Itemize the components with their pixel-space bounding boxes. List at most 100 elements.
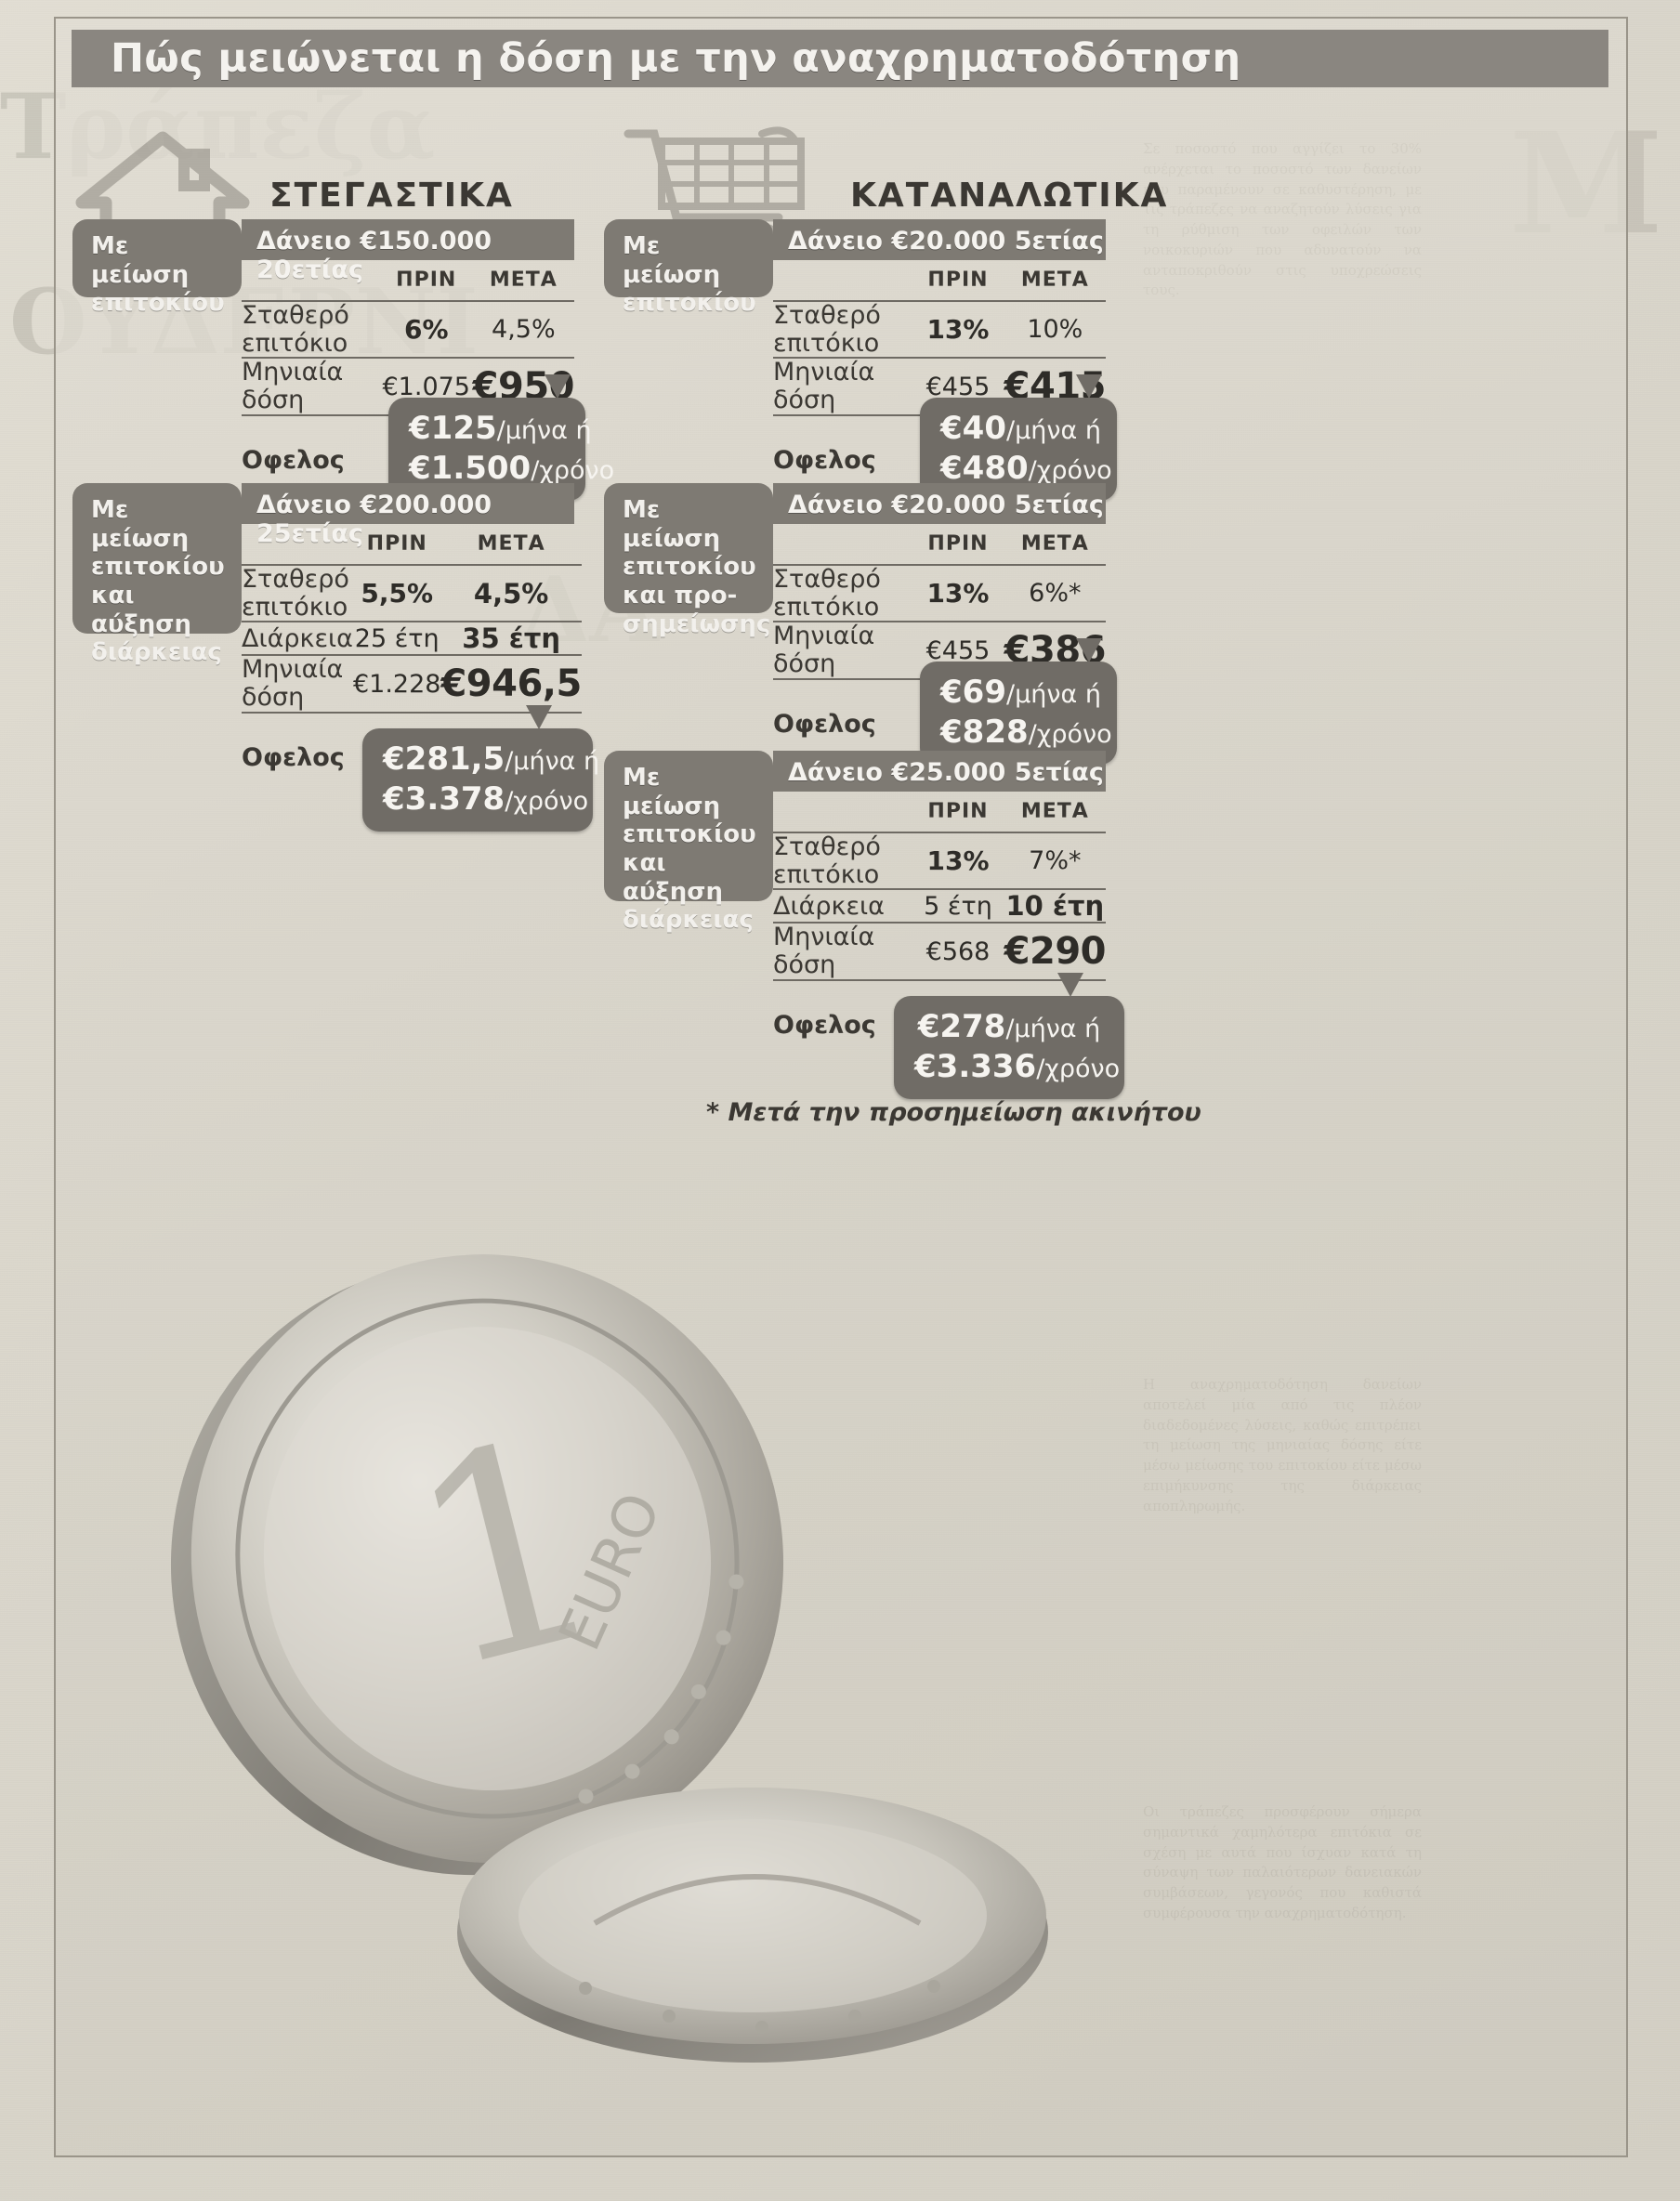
row-before-1-0: 5,5% — [361, 578, 434, 609]
table-row: Σταθερό επιτόκιο 13% 6%* — [773, 566, 1106, 622]
loan-header-2: Δάνειο €20.000 5ετίας — [773, 219, 1106, 260]
benefit-amount-2-1: €40 — [940, 410, 1006, 447]
col-head-after-3: ΜΕΤΑ — [1020, 532, 1089, 556]
infographic-panel: 1 EURO — [54, 17, 1628, 2157]
benefit-amount-3-1: €69 — [940, 674, 1006, 711]
loan-table-3: Δάνειο €20.000 5ετίας ΠΡΙΝ ΜΕΤΑ Σταθερό … — [773, 483, 1106, 769]
loan-header-4: Δάνειο €25.000 5ετίας — [773, 751, 1106, 792]
row-label-0-0: Σταθερό επιτόκιο — [242, 301, 349, 358]
table-row: Μηνιαία δόση €568 €290 — [773, 924, 1106, 979]
table-header-row-1: ΠΡΙΝ ΜΕΤΑ — [242, 524, 582, 565]
benefit-amount-1-1: €281,5 — [383, 740, 505, 778]
loan-table-1: Δάνειο €200.000 25ετίας ΠΡΙΝ ΜΕΤΑ Σταθερ… — [242, 483, 582, 803]
table-row: Σταθερό επιτόκιο 13% 10% — [773, 302, 1106, 358]
row-before-1-1: 25 έτη — [354, 623, 440, 653]
row-label-3-1: Μηνιαία δόση — [773, 622, 875, 679]
benefit-amount-0-1: €125 — [409, 410, 497, 447]
infographic-title-bar: Πώς μειώνεται η δόση με την αναχρηματοδό… — [72, 30, 1608, 87]
col-head-before-3: ΠΡΙΝ — [927, 532, 989, 556]
block-tag-3: Με μείωση επιτοκίου και προ- σημείωσης — [604, 483, 773, 638]
row-label-0-1: Μηνιαία δόση — [242, 358, 344, 415]
row-before-3-1: €455 — [925, 635, 991, 665]
loan-table-0: Δάνειο €150.000 20ετίας ΠΡΙΝ ΜΕΤΑ Σταθερ… — [242, 219, 574, 505]
benefit-unit-2-2: /χρόνο — [1028, 455, 1112, 485]
bubble-tail-4 — [1057, 973, 1083, 997]
table-header-row-4: ΠΡΙΝ ΜΕΤΑ — [773, 792, 1106, 832]
table-row: Σταθερό επιτόκιο 13% 7%* — [773, 833, 1106, 889]
row-label-3-0: Σταθερό επιτόκιο — [773, 565, 881, 622]
footnote: * Μετά την προσημείωση ακινήτου — [706, 1098, 1201, 1127]
row-label-1-2: Μηνιαία δόση — [242, 655, 344, 713]
row-label-4-0: Σταθερό επιτόκιο — [773, 832, 881, 889]
table-header-row-3: ΠΡΙΝ ΜΕΤΑ — [773, 524, 1106, 565]
benefit-amount-0-2: €1.500 — [409, 449, 532, 487]
table-header-row-2: ΠΡΙΝ ΜΕΤΑ — [773, 260, 1106, 301]
benefit-unit-3-1: /μήνα ή — [1005, 680, 1101, 709]
col-head-before-1: ΠΡΙΝ — [366, 532, 427, 556]
page-title: Πώς μειώνεται η δόση με την αναχρηματοδό… — [111, 35, 1241, 82]
block-tag-0: Με μείωση επιτοκίου — [72, 219, 242, 317]
benefit-amount-4-2: €3.336 — [914, 1047, 1037, 1085]
col-head-after-4: ΜΕΤΑ — [1020, 800, 1089, 823]
section-heading-consumer: ΚΑΤΑΝΑΛΩΤΙΚΑ — [850, 177, 1169, 215]
benefit-bubble-3: €69/μήνα ή €828/χρόνο — [920, 638, 1117, 765]
benefit-unit-1-1: /μήνα ή — [505, 747, 600, 776]
benefit-unit-4-1: /μήνα ή — [1005, 1015, 1101, 1043]
col-head-before-4: ΠΡΙΝ — [927, 800, 989, 823]
bubble-tail-2 — [1076, 374, 1102, 399]
row-label-4-1: Διάρκεια — [773, 891, 885, 921]
loan-header-3: Δάνειο €20.000 5ετίας — [773, 483, 1106, 524]
benefit-unit-2-1: /μήνα ή — [1005, 416, 1101, 445]
bubble-tail-1 — [526, 705, 552, 729]
table-header-row-0: ΠΡΙΝ ΜΕΤΑ — [242, 260, 574, 301]
row-label-1-1: Διάρκεια — [242, 623, 353, 653]
benefit-row: Οφελος — [773, 981, 1106, 1070]
benefit-label-2: Οφελος — [773, 446, 876, 476]
table-row: Σταθερό επιτόκιο 6% 4,5% — [242, 302, 574, 358]
loan-header-1: Δάνειο €200.000 25ετίας — [242, 483, 574, 548]
table-row: Διάρκεια 5 έτη 10 έτη — [773, 890, 1106, 923]
loan-header-0: Δάνειο €150.000 20ετίας — [242, 219, 574, 284]
benefit-unit-1-2: /χρόνο — [505, 786, 589, 816]
row-before-4-1: 5 έτη — [924, 891, 992, 921]
section-heading-housing: ΣΤΕΓΑΣΤΙΚΑ — [269, 177, 514, 215]
benefit-label-0: Οφελος — [242, 446, 345, 476]
col-head-after-2: ΜΕΤΑ — [1020, 269, 1089, 292]
benefit-label-3: Οφελος — [773, 710, 876, 740]
row-after-3-0: 6%* — [1029, 579, 1082, 609]
bubble-tail-0 — [545, 374, 571, 399]
benefit-unit-4-2: /χρόνο — [1036, 1054, 1121, 1083]
table-row: Διάρκεια 25 έτη 35 έτη — [242, 622, 582, 655]
row-after-2-0: 10% — [1027, 315, 1083, 345]
benefit-bubble-4: €278/μήνα ή €3.336/χρόνο — [894, 973, 1124, 1099]
comparison-table-4: ΠΡΙΝ ΜΕΤΑ Σταθερό επιτόκιο 13% 7%* Διάρκ… — [773, 792, 1106, 1070]
loan-table-4: Δάνειο €25.000 5ετίας ΠΡΙΝ ΜΕΤΑ Σταθερό … — [773, 751, 1106, 1070]
row-before-4-0: 13% — [926, 845, 990, 877]
svg-text:EURO: EURO — [545, 1483, 674, 1660]
col-head-after-1: ΜΕΤΑ — [477, 532, 545, 556]
row-before-2-0: 13% — [926, 314, 990, 346]
benefit-label-1: Οφελος — [242, 743, 345, 773]
row-before-1-2: €1.228 — [352, 669, 441, 699]
row-after-1-1: 35 έτη — [462, 622, 561, 655]
row-after-0-0: 4,5% — [492, 315, 556, 345]
col-head-before-2: ΠΡΙΝ — [927, 269, 989, 292]
block-tag-4: Με μείωση επιτοκίου και αύξηση διάρκειας — [604, 751, 773, 934]
benefit-row: Οφελος — [242, 416, 574, 505]
benefit-unit-0-1: /μήνα ή — [496, 416, 592, 445]
benefit-unit-3-2: /χρόνο — [1028, 719, 1112, 749]
benefit-row: Οφελος — [773, 680, 1106, 769]
row-after-1-2: €946,5 — [440, 662, 582, 706]
row-before-3-0: 13% — [926, 578, 990, 609]
row-label-2-1: Μηνιαία δόση — [773, 358, 875, 415]
block-tag-2: Με μείωση επιτοκίου — [604, 219, 773, 317]
table-row: Μηνιαία δόση €1.228 €946,5 — [242, 656, 582, 712]
row-after-4-0: 7%* — [1029, 846, 1082, 876]
row-before-0-0: 6% — [403, 314, 449, 346]
benefit-row: Οφελος — [242, 714, 582, 803]
row-after-1-0: 4,5% — [473, 577, 549, 609]
benefit-row: Οφελος — [773, 416, 1106, 505]
row-label-4-2: Μηνιαία δόση — [773, 923, 875, 980]
row-before-2-1: €455 — [925, 372, 991, 401]
